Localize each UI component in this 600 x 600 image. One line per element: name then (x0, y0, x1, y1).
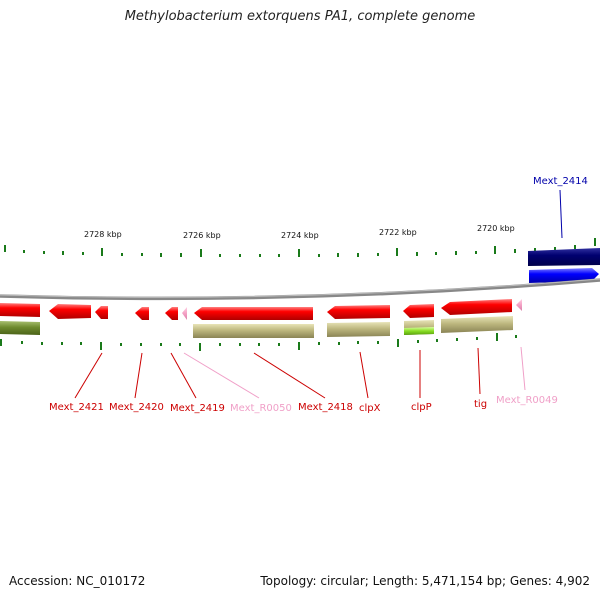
bar-khaki-1 (193, 324, 314, 338)
scale-ticks-bottom (0, 333, 517, 351)
gene-clpx[interactable] (327, 305, 390, 319)
gene-mext-2420[interactable] (135, 307, 149, 320)
scale-label: 2724 kbp (281, 231, 319, 240)
scale-label: 2728 kbp (84, 230, 122, 239)
scale-ticks-top (4, 238, 596, 257)
gene-label-mext-2419[interactable]: Mext_2419 (170, 403, 225, 414)
genome-summary: Topology: circular; Length: 5,471,154 bp… (260, 574, 590, 588)
scale-label: 2726 kbp (183, 231, 221, 240)
leader-lines (74, 189, 563, 399)
gene-mext-2421[interactable] (49, 304, 91, 319)
gene-mext-r0050[interactable] (182, 307, 187, 320)
genome-backbone (0, 278, 600, 301)
scale-labels: 2728 kbp 2726 kbp 2724 kbp 2722 kbp 2720… (84, 224, 515, 240)
gene-mext-2414[interactable] (529, 268, 599, 283)
gene-mext-2414-dark[interactable] (528, 248, 600, 266)
gene-label-clpx[interactable]: clpX (359, 403, 381, 414)
gene-label-mext-r0050[interactable]: Mext_R0050 (230, 403, 292, 414)
gene-mext-r0049[interactable] (516, 299, 522, 311)
reverse-strand-genes (0, 299, 522, 320)
page-title: Methylobacterium extorquens PA1, complet… (124, 9, 476, 24)
gene-clpp[interactable] (403, 304, 434, 318)
gene-mext-2418[interactable] (194, 307, 313, 320)
gene-label-tig[interactable]: tig (474, 399, 487, 410)
scale-label: 2720 kbp (477, 224, 515, 233)
gene-label-mext-2414[interactable]: Mext_2414 (533, 176, 588, 187)
bar-khaki-2 (327, 322, 390, 337)
accession-text: Accession: NC_010172 (9, 574, 146, 588)
gene-label-mext-2420[interactable]: Mext_2420 (109, 402, 164, 413)
gene-label-clpp[interactable]: clpP (411, 402, 432, 413)
gene-reverse-2[interactable] (95, 306, 108, 319)
gene-tig[interactable] (441, 299, 512, 315)
scale-label: 2722 kbp (379, 228, 417, 237)
gene-reverse-0[interactable] (0, 303, 40, 317)
gene-mext-2419[interactable] (165, 307, 178, 320)
gene-labels: Mext_2421 Mext_2420 Mext_2419 Mext_R0050… (49, 176, 588, 414)
bar-khaki-4 (441, 316, 513, 333)
feature-bars (0, 316, 513, 338)
bar-lime (404, 327, 434, 335)
bar-olive (0, 321, 40, 335)
gene-label-mext-r0049[interactable]: Mext_R0049 (496, 395, 558, 406)
gene-label-mext-2421[interactable]: Mext_2421 (49, 402, 104, 413)
gene-label-mext-2418[interactable]: Mext_2418 (298, 402, 353, 413)
